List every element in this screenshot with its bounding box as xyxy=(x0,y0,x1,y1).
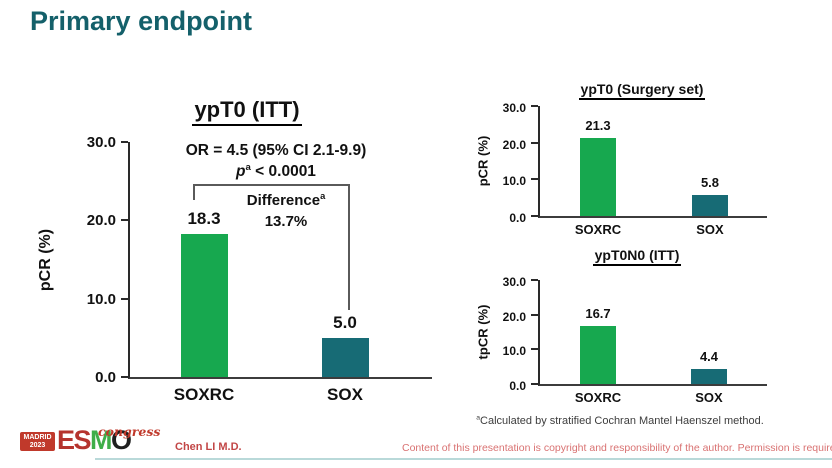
bar-sox xyxy=(691,368,727,384)
page-title: Primary endpoint xyxy=(30,6,253,36)
footnote: aCalculated by stratified Cochran Mantel… xyxy=(476,414,764,427)
x-axis-label: SOXRC xyxy=(574,222,622,237)
y-tick-label: 20.0 xyxy=(502,137,526,152)
esmo-congress-logo: MADRID 2023 ESMO congress xyxy=(20,424,170,456)
main-chart-title-wrap: ypT0 (ITT) xyxy=(167,97,327,126)
y-tick-label: 30.0 xyxy=(86,134,116,151)
y-tick-mark xyxy=(531,279,538,281)
y-tick-mark xyxy=(531,141,538,144)
y-tick-label: 0.0 xyxy=(509,211,526,225)
copyright-notice: Content of this presentation is copyrigh… xyxy=(402,442,832,454)
bracket-right-tick xyxy=(348,186,350,310)
bar-sox xyxy=(692,194,728,216)
difference-bracket xyxy=(193,184,350,310)
y-tick-mark xyxy=(121,141,128,143)
y-tick-label: 20.0 xyxy=(86,212,116,230)
y-tick-mark xyxy=(121,297,128,300)
main-chart-y-axis-title: pCR (%) xyxy=(37,228,54,292)
odds-ratio-text: OR = 4.5 (95% CI 2.1-9.9) xyxy=(185,142,367,159)
esmo-wordmark: ESMO xyxy=(57,425,132,455)
footnote-superscript: a xyxy=(476,414,481,422)
surgery-chart-title: ypT0 (Surgery set) xyxy=(578,81,706,100)
p-value-text: pa < 0.0001 xyxy=(145,163,407,181)
y-tick-mark xyxy=(531,383,538,385)
bar-value-label: 21.3 xyxy=(585,117,611,133)
surgery-chart-title-wrap: ypT0 (Surgery set) xyxy=(542,81,742,100)
y-tick-mark xyxy=(121,219,128,222)
bar-value-label: 4.4 xyxy=(699,348,719,364)
bar-soxrc xyxy=(180,233,228,377)
y-tick-label: 20.0 xyxy=(502,309,526,324)
main-chart-title: ypT0 (ITT) xyxy=(192,97,302,126)
y-tick-mark xyxy=(531,215,538,217)
y-tick-mark xyxy=(531,178,538,181)
bottom-divider xyxy=(95,458,832,460)
ypt0n0-chart-title: ypT0N0 (ITT) xyxy=(592,247,682,266)
chart-ypt0n0-itt: 0.0 10.0 20.0 30.0 16.7 SOXRC 4.4 SOX xyxy=(503,275,767,405)
ypt0n0-chart-title-wrap: ypT0N0 (ITT) xyxy=(537,247,737,266)
congress-label: congress xyxy=(98,424,161,439)
bar-value-label: 5.8 xyxy=(700,174,720,190)
bar-value-label: 18.3 xyxy=(187,208,221,228)
difference-superscript: a xyxy=(320,191,326,201)
x-axis-label: SOX xyxy=(696,222,724,237)
bar-value-label: 16.7 xyxy=(585,306,611,322)
y-tick-label: 0.0 xyxy=(509,379,526,393)
y-tick-mark xyxy=(531,105,538,107)
bar-soxrc xyxy=(580,137,616,216)
x-axis-label: SOXRC xyxy=(574,390,622,405)
p-value: < 0.0001 xyxy=(250,163,316,180)
y-tick-label: 30.0 xyxy=(502,275,526,289)
difference-label: Differencea xyxy=(246,191,326,209)
p-symbol: p xyxy=(236,163,246,180)
bar-value-label: 5.0 xyxy=(333,312,357,332)
main-chart-ypt0-itt: 0.0 10.0 20.0 30.0 18.3 SOXRC 5.0 SOX xyxy=(87,134,432,404)
x-axis-label: SOX xyxy=(695,390,723,405)
bar-sox xyxy=(321,337,369,377)
bar-soxrc xyxy=(580,326,616,384)
y-tick-label: 30.0 xyxy=(502,101,526,115)
x-axis-label: SOXRC xyxy=(173,385,235,404)
p-superscript: a xyxy=(245,161,251,173)
y-tick-mark xyxy=(531,348,538,351)
y-tick-label: 10.0 xyxy=(502,344,526,359)
author-name: Chen LI M.D. xyxy=(175,441,242,453)
y-tick-mark xyxy=(531,313,538,316)
bracket-left-tick xyxy=(193,186,195,200)
y-tick-label: 10.0 xyxy=(86,290,116,308)
difference-value: 13.7% xyxy=(264,213,308,230)
y-tick-label: 10.0 xyxy=(502,174,526,189)
x-axis-label: SOX xyxy=(327,385,363,404)
madrid-2023-badge: MADRID 2023 xyxy=(20,432,55,451)
y-tick-mark xyxy=(121,376,128,378)
y-tick-label: 0.0 xyxy=(95,369,116,386)
chart-ypt0-surgery-set: 0.0 10.0 20.0 30.0 21.3 SOXRC 5.8 SOX xyxy=(503,101,767,237)
